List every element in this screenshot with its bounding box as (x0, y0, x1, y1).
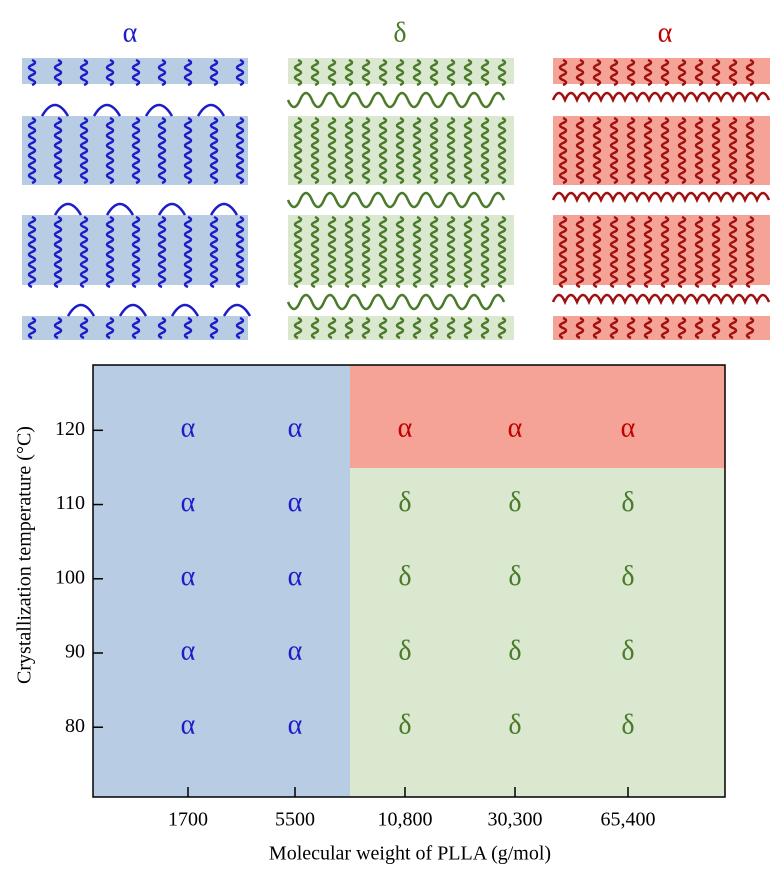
figure: α δ α α α δ δ δ α α δ δ δ α α δ δ δ α α δ δ δ α α α α α 80 90 100 110 1… (0, 0, 770, 870)
y-tick-label: 110 (56, 492, 85, 514)
cell-label: α (288, 561, 303, 592)
cell-label: δ (398, 635, 411, 666)
cell (460, 690, 572, 797)
lamella (288, 215, 514, 285)
cell-label: δ (398, 487, 411, 518)
illustrations: αδα (22, 17, 770, 340)
cell-label: α (288, 413, 303, 444)
fold (198, 105, 224, 116)
cell-label: α (181, 487, 196, 518)
x-tick-label: 5500 (275, 809, 315, 831)
cell-label: δ (508, 710, 521, 741)
cell (93, 542, 242, 617)
cell (93, 616, 242, 691)
cell-label: δ (621, 710, 634, 741)
y-tick-label: 80 (65, 715, 85, 737)
cell-label: α (288, 487, 303, 518)
cell-label: α (621, 413, 636, 444)
cell-label: α (181, 635, 196, 666)
fold (288, 193, 504, 207)
cell-label: δ (398, 561, 411, 592)
lamella (553, 58, 770, 84)
fold (553, 193, 769, 200)
cell (242, 690, 351, 797)
x-axis-label: Molecular weight of PLLA (g/mol) (269, 843, 551, 865)
y-axis-label: Crystallization temperature (°C) (14, 426, 36, 684)
phase-label: α (123, 17, 138, 48)
y-tick-label: 100 (55, 566, 85, 588)
fold (211, 204, 237, 215)
cell-label: α (508, 413, 523, 444)
cell-label: α (398, 413, 413, 444)
cell (93, 365, 242, 468)
cell-label: δ (398, 710, 411, 741)
fold (224, 305, 250, 316)
fold (146, 105, 172, 116)
cell-label: δ (621, 635, 634, 666)
cell (572, 365, 726, 468)
cell (572, 690, 726, 797)
cell-label: α (181, 561, 196, 592)
fold (42, 105, 68, 116)
cell-label: δ (621, 487, 634, 518)
cell-label: α (288, 710, 303, 741)
x-tick-label: 1700 (168, 809, 208, 831)
y-tick-label: 120 (55, 418, 85, 440)
cell-label: δ (508, 561, 521, 592)
fold (55, 204, 81, 215)
cell-label: δ (621, 561, 634, 592)
fold (107, 204, 133, 215)
fold (288, 295, 504, 309)
cell-label: δ (508, 487, 521, 518)
fold (94, 105, 120, 116)
phase-label: α (658, 17, 673, 48)
fold (68, 305, 94, 316)
cell (572, 542, 726, 617)
cell-label: δ (508, 635, 521, 666)
cell-label: α (181, 413, 196, 444)
cell (93, 467, 242, 542)
cell (572, 467, 726, 542)
page: α δ α α α δ δ δ α α δ δ δ α α δ δ δ α α δ δ δ α α α α α 80 90 100 110 1… (0, 0, 770, 870)
cell (350, 690, 461, 797)
x-tick-label: 30,300 (488, 809, 543, 831)
cell-label: α (288, 635, 303, 666)
fold (288, 93, 504, 107)
cell (572, 616, 726, 691)
x-tick-label: 10,800 (378, 809, 433, 831)
fold (172, 305, 198, 316)
plot: α α δ δ δ α α δ δ δ α α δ δ δ α α δ δ δ α α α α α 80 90 100 110 120 17… (55, 365, 726, 831)
y-tick-label: 90 (65, 641, 85, 663)
cell-label: α (181, 710, 196, 741)
fold (159, 204, 185, 215)
cell (93, 690, 242, 797)
phase-label: δ (393, 17, 406, 48)
fold (553, 295, 769, 302)
lamella (288, 116, 514, 185)
fold (553, 93, 769, 100)
fold (120, 305, 146, 316)
x-tick-label: 65,400 (601, 809, 656, 831)
